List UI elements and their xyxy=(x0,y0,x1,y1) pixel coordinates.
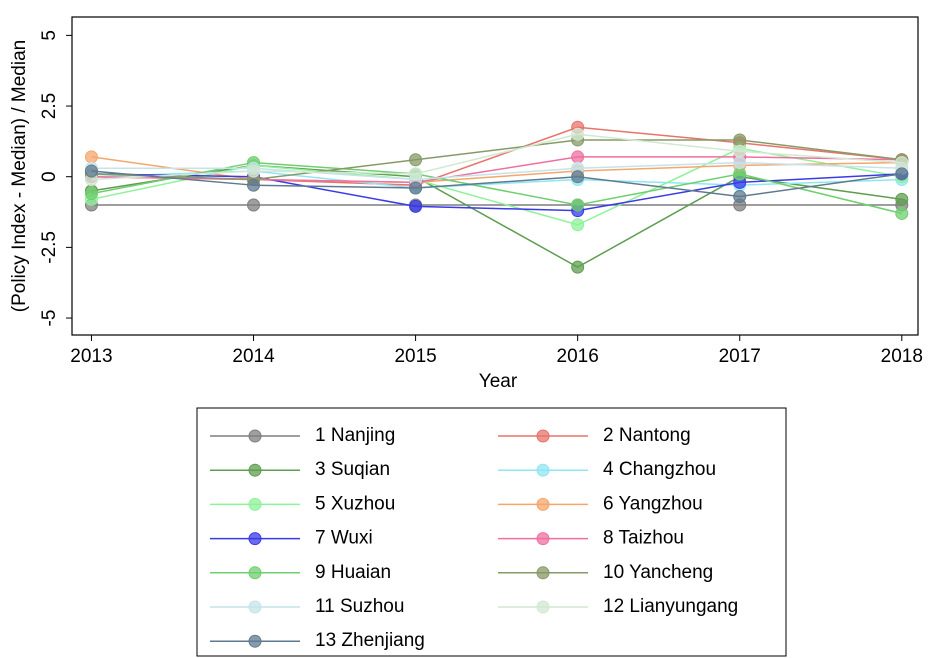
legend-marker xyxy=(248,566,262,580)
legend-marker xyxy=(536,463,550,477)
point xyxy=(247,164,261,178)
x-tick-label: 2014 xyxy=(232,346,275,367)
point xyxy=(733,167,747,181)
point xyxy=(409,167,423,181)
point xyxy=(895,167,909,181)
legend-label: 3 Suqian xyxy=(315,459,390,480)
legend-marker xyxy=(536,497,550,511)
legend-label: 1 Nanjing xyxy=(315,425,395,446)
series-line xyxy=(91,161,902,181)
y-tick-label: 5 xyxy=(39,30,60,41)
x-axis-title: Year xyxy=(479,371,518,392)
point xyxy=(895,206,909,220)
legend-label: 5 Xuzhou xyxy=(315,493,395,514)
legend-marker xyxy=(536,600,550,614)
y-axis-title: (Policy Index - Median) / Median xyxy=(9,40,30,312)
point xyxy=(409,181,423,195)
y-tick-label: -5 xyxy=(39,310,60,327)
legend-marker xyxy=(248,634,262,648)
point xyxy=(84,164,98,178)
legend-marker xyxy=(248,600,262,614)
legend-label: 4 Changzhou xyxy=(603,459,716,480)
legend-marker xyxy=(248,463,262,477)
point xyxy=(733,133,747,147)
point xyxy=(247,178,261,192)
point xyxy=(409,153,423,167)
point xyxy=(571,260,585,274)
x-tick-label: 2017 xyxy=(719,346,761,367)
x-tick-label: 2015 xyxy=(394,346,436,367)
point xyxy=(409,199,423,213)
legend-label: 12 Lianyungang xyxy=(603,596,738,617)
legend-label: 13 Zhenjiang xyxy=(315,630,425,651)
legend-marker xyxy=(248,497,262,511)
legend-label: 9 Huaian xyxy=(315,562,391,583)
legend-label: 10 Yancheng xyxy=(603,562,713,583)
point xyxy=(247,198,261,212)
series-line xyxy=(91,139,902,181)
x-tick-label: 2013 xyxy=(70,346,112,367)
y-tick-label: 0 xyxy=(39,171,60,182)
point xyxy=(895,156,909,170)
series-line xyxy=(91,170,902,198)
point xyxy=(84,187,98,201)
legend-marker xyxy=(248,532,262,546)
point xyxy=(571,170,585,184)
legend-label: 6 Yangzhou xyxy=(603,493,703,514)
legend-label: 8 Taizhou xyxy=(603,528,684,549)
legend-marker xyxy=(248,429,262,443)
series-line xyxy=(91,147,902,226)
legend-box xyxy=(196,407,787,657)
y-tick-label: -2.5 xyxy=(39,231,60,264)
legend-label: 2 Nantong xyxy=(603,425,691,446)
x-tick-label: 2016 xyxy=(557,346,599,367)
legend-label: 7 Wuxi xyxy=(315,528,373,549)
point xyxy=(571,218,585,232)
legend-marker xyxy=(536,532,550,546)
point xyxy=(733,144,747,158)
point xyxy=(895,192,909,206)
legend-marker xyxy=(536,566,550,580)
series-line xyxy=(91,133,902,181)
x-tick-label: 2018 xyxy=(881,346,923,367)
point xyxy=(84,150,98,164)
point xyxy=(733,156,747,170)
y-tick-label: 2.5 xyxy=(39,93,60,119)
point xyxy=(733,189,747,203)
legend-marker xyxy=(536,429,550,443)
point xyxy=(571,198,585,212)
plot-frame xyxy=(71,16,919,336)
legend-label: 11 Suzhou xyxy=(315,596,404,617)
point xyxy=(571,150,585,164)
point xyxy=(571,127,585,141)
